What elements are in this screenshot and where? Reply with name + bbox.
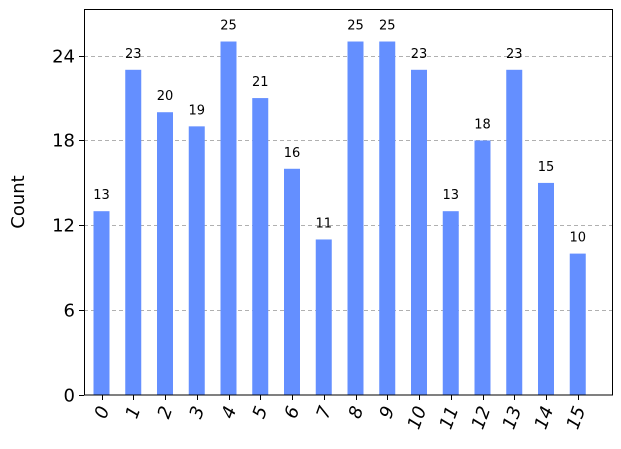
plot-frame <box>84 9 613 396</box>
y-tick-label: 24 <box>52 47 75 68</box>
bars <box>93 41 586 396</box>
bar-3 <box>188 126 205 395</box>
x-tick-label: 10 <box>404 404 432 433</box>
bar-2 <box>157 112 173 395</box>
bar-6 <box>284 168 300 395</box>
bar-value-label: 25 <box>379 19 396 34</box>
x-tick-label: 15 <box>563 404 591 433</box>
bar-value-label: 15 <box>538 160 555 175</box>
x-tick-label: 2 <box>154 404 178 422</box>
bar-11 <box>442 211 459 395</box>
x-tick-label: 8 <box>345 404 369 422</box>
bar-value-label: 11 <box>315 216 332 231</box>
x-tick-label: 7 <box>313 403 337 421</box>
bar-4 <box>220 41 237 396</box>
bar-7 <box>315 239 332 395</box>
x-tick-label: 4 <box>218 404 242 422</box>
bar-value-label: 25 <box>220 19 237 34</box>
x-axis-ticks: 0 1 2 3 4 5 6 7 8 9 10 11 12 13 14 15 <box>91 395 591 433</box>
x-tick-label: 12 <box>468 404 496 433</box>
bar-value-label: 13 <box>93 188 110 203</box>
bar-value-label: 21 <box>252 75 269 90</box>
bar-14 <box>538 182 554 395</box>
bar-value-label: 18 <box>474 117 491 132</box>
bar-13 <box>506 69 523 396</box>
x-tick-label: 11 <box>436 404 464 433</box>
x-tick-label: 6 <box>281 404 305 422</box>
bar-value-label: 20 <box>157 89 174 104</box>
bar-10 <box>411 69 427 396</box>
bar-15 <box>569 253 586 395</box>
bar-value-label: 25 <box>347 19 364 34</box>
x-tick-label: 3 <box>186 404 210 422</box>
bar-1 <box>125 69 142 396</box>
bar-value-label: 19 <box>188 103 205 118</box>
bar-value-label: 13 <box>442 188 459 203</box>
bar-value-label: 23 <box>506 47 523 62</box>
x-tick-label: 14 <box>531 404 559 433</box>
bar-0 <box>93 211 110 395</box>
bar-value-label: 16 <box>284 146 301 161</box>
y-tick-label: 6 <box>64 301 75 322</box>
bar-value-label: 10 <box>569 231 586 246</box>
bar-5 <box>252 98 269 396</box>
bar-12 <box>474 140 491 395</box>
x-tick-label: 1 <box>122 404 146 422</box>
bar-value-labels: 13 23 20 19 25 21 16 11 25 25 23 13 18 23 15 10 <box>93 19 586 246</box>
x-tick-label: 13 <box>499 404 527 433</box>
y-tick-label: 18 <box>52 131 75 152</box>
bar-9 <box>379 41 396 396</box>
x-tick-label: 0 <box>91 404 115 422</box>
y-tick-label: 0 <box>64 386 75 407</box>
y-axis-ticks: 0 6 12 18 24 <box>52 47 84 407</box>
y-axis-label: Count <box>8 175 29 228</box>
x-tick-label: 9 <box>376 404 400 422</box>
bar-8 <box>347 41 364 396</box>
bar-value-label: 23 <box>411 47 428 62</box>
x-tick-label: 5 <box>249 404 273 422</box>
y-tick-label: 12 <box>52 216 75 237</box>
bar-value-label: 23 <box>125 47 142 62</box>
